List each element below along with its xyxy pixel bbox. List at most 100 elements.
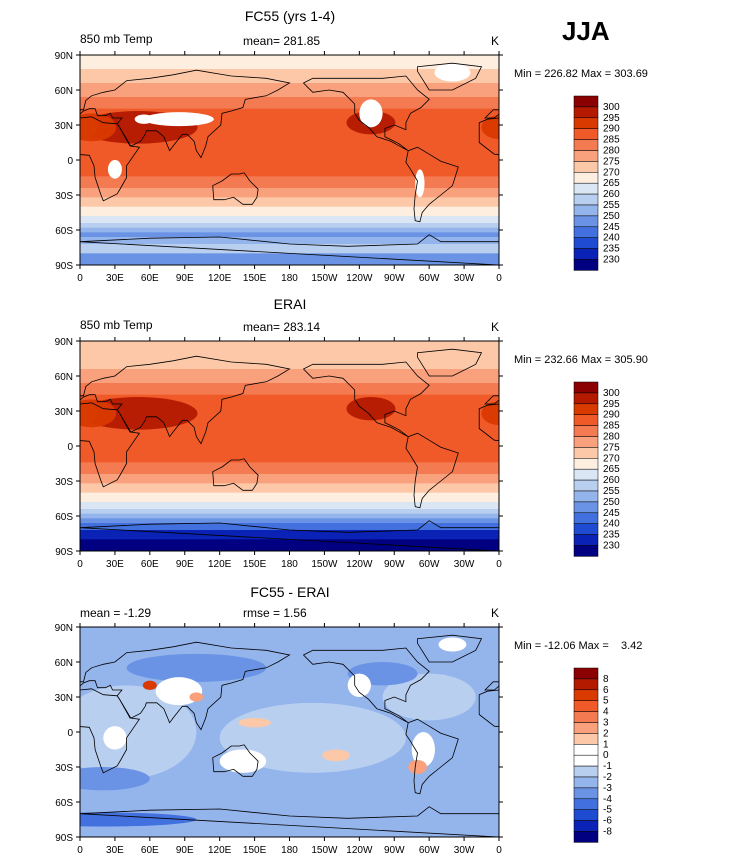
field-band [80, 425, 499, 428]
field-band [80, 434, 499, 438]
colorbar-swatch [573, 765, 599, 778]
field-band [80, 169, 499, 173]
field-band [80, 66, 499, 70]
field-band [80, 471, 499, 475]
colorbar-1: 3002952902852802752702652602552502452402… [573, 95, 620, 271]
colorbar-swatch [573, 381, 599, 394]
colorbar-label: 3 [603, 718, 609, 729]
x-tick-label: 150W [311, 845, 338, 856]
colorbar-label: -4 [603, 794, 612, 805]
field-band [80, 213, 499, 217]
x-tick-label: 150W [311, 559, 338, 570]
field-band [80, 469, 499, 473]
colorbar-swatch [573, 534, 599, 546]
field-band [80, 348, 499, 351]
field-band [80, 104, 499, 107]
coastline [80, 69, 291, 159]
y-tick-label: 90S [55, 261, 73, 272]
x-tick-label: 90E [176, 845, 194, 856]
panel-2: 0 30E 60E 90E 120E 150E 180 150W 120W 90W 60W 30W 09… [0, 337, 620, 570]
anomaly-region [103, 726, 127, 750]
colorbar-swatch [573, 392, 599, 405]
colorbar-swatch [573, 150, 599, 162]
coastline [0, 63, 63, 90]
field-band [80, 139, 499, 142]
panel-3-title: FC55 - ERAI [250, 584, 330, 600]
field-band [80, 160, 499, 163]
masked-greenland [434, 63, 471, 82]
colorbar-swatch [573, 787, 599, 800]
field-band [80, 178, 499, 182]
field-band [80, 190, 499, 194]
panel-3-minmax: Min = -12.06 Max = 3.42 [514, 640, 643, 652]
y-tick-label: 90S [55, 833, 73, 844]
coastline [80, 402, 141, 488]
field-band [80, 188, 499, 191]
colorbar-label: -2 [603, 772, 612, 783]
field-band [80, 129, 499, 133]
field-band [80, 113, 499, 117]
colorbar-label: 300 [603, 388, 620, 399]
y-tick-label: 60N [55, 658, 73, 669]
field-band [80, 57, 499, 61]
field-band [80, 462, 499, 466]
field-band [80, 225, 499, 229]
colorbar-swatch [573, 172, 599, 184]
coastline [212, 172, 259, 205]
colorbar-label: 285 [603, 135, 620, 146]
field-band [80, 80, 499, 84]
field-band [80, 120, 499, 124]
field-band [80, 376, 499, 379]
field-band [80, 155, 499, 159]
colorbar-label: 255 [603, 486, 620, 497]
colorbar-label: 290 [603, 410, 620, 421]
colorbar-label: 230 [603, 541, 620, 552]
anomaly-region [80, 767, 150, 791]
colorbar-swatch [573, 711, 599, 723]
colorbar-swatch [573, 259, 599, 271]
field-band [80, 483, 499, 487]
anomaly-region [322, 749, 351, 762]
colorbar-swatch [573, 403, 599, 415]
x-tick-label: 30W [454, 845, 475, 856]
x-tick-label: 0 [496, 845, 502, 856]
field-band [80, 439, 499, 442]
anomaly-region [347, 673, 371, 697]
coastline [212, 458, 259, 491]
y-tick-label: 30N [55, 121, 73, 132]
x-tick-label: 0 [77, 559, 83, 570]
field-band [80, 216, 499, 219]
field-band [80, 411, 499, 414]
field-band [80, 495, 499, 498]
colorbar-swatch [573, 95, 599, 108]
x-tick-label: 120E [208, 559, 232, 570]
coastline [80, 806, 499, 837]
coastline [405, 432, 459, 509]
colorbar-swatch [573, 512, 599, 524]
colorbar-swatch [573, 722, 599, 734]
field-band [80, 164, 499, 168]
colorbar-label: 280 [603, 432, 620, 443]
colorbar-swatch [573, 425, 599, 437]
hot-region [481, 401, 499, 425]
field-band [80, 97, 499, 100]
colorbar-swatch [573, 798, 599, 810]
colorbar-label: -5 [603, 805, 612, 816]
colorbar-label: 260 [603, 475, 620, 486]
colorbar-swatch [573, 128, 599, 140]
field-band [80, 239, 499, 243]
coastline [0, 147, 39, 222]
field-band [80, 99, 499, 103]
field-band [80, 506, 499, 510]
colorbar-label: 235 [603, 244, 620, 255]
coastline [0, 362, 10, 437]
field-band [80, 341, 499, 344]
field-band [80, 211, 499, 215]
field-band [80, 492, 499, 496]
field-band [80, 518, 499, 522]
panel-1-units: K [491, 34, 500, 48]
field-band [80, 262, 499, 265]
field-band [80, 232, 499, 236]
colorbar-swatch [573, 776, 599, 789]
colorbar-swatch [573, 248, 599, 260]
